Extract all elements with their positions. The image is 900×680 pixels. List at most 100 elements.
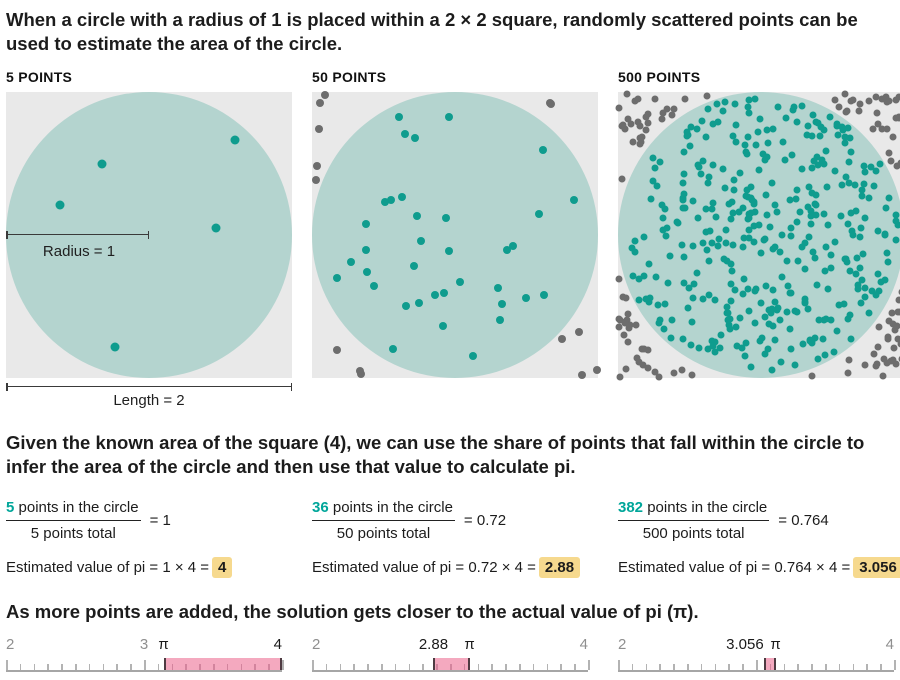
sample-dot — [891, 326, 899, 334]
sample-dot — [716, 344, 724, 352]
sample-dot — [761, 350, 769, 358]
sample-dot — [842, 173, 850, 181]
ratio-value: = 0.764 — [778, 512, 829, 530]
sample-dot — [757, 299, 765, 307]
sample-dot — [896, 308, 900, 316]
sample-dot — [875, 287, 883, 295]
numberline-tick — [130, 664, 132, 671]
sample-dot — [835, 301, 843, 309]
sample-dot — [658, 115, 666, 123]
sample-dot — [811, 334, 819, 342]
numberline-tick — [880, 664, 882, 671]
square-region: Radius = 1 — [6, 92, 292, 379]
sample-dot — [719, 107, 727, 114]
sample-dot — [750, 238, 758, 246]
sample-dot — [827, 316, 835, 324]
intro-text: When a circle with a radius of 1 is plac… — [6, 9, 858, 55]
sample-dot — [745, 96, 753, 104]
sample-dot — [831, 96, 839, 104]
sample-dot — [651, 95, 659, 103]
sample-dot — [803, 131, 811, 139]
sample-dot — [642, 126, 650, 134]
sample-dot — [681, 204, 689, 212]
sample-dot — [777, 358, 785, 366]
sample-dot — [721, 184, 729, 192]
sample-dot — [622, 294, 630, 302]
sample-dot — [841, 133, 849, 141]
sample-dot — [786, 325, 794, 333]
scatter-panel-50: 50 POINTS — [311, 69, 602, 409]
pi-estimate-highlight: 4 — [212, 557, 233, 579]
sample-dot — [634, 118, 642, 126]
fraction: 5 points in the circle 5 points total = … — [6, 499, 294, 542]
sample-dot — [494, 284, 503, 293]
numberline-label: 3 — [139, 636, 149, 654]
radius-label: Radius = 1 — [42, 243, 116, 261]
sample-dot — [754, 128, 762, 136]
numerator-count: 382 — [618, 499, 644, 517]
sample-dot — [808, 189, 816, 197]
numberline-tick — [6, 660, 8, 671]
sample-dot — [874, 120, 882, 128]
sample-dot — [744, 285, 752, 293]
sample-dot — [845, 356, 853, 364]
sample-dot — [761, 235, 769, 243]
pi-estimate-line: Estimated value of pi = 0.764 × 4 = 3.056 — [618, 557, 900, 579]
sample-dot — [631, 248, 639, 256]
sample-dot — [645, 260, 653, 268]
sample-dot — [679, 194, 687, 202]
sample-dot — [873, 109, 881, 117]
sample-dot — [773, 208, 781, 216]
numberline-tick — [116, 664, 118, 671]
sample-dot — [796, 208, 804, 216]
sample-dot — [735, 208, 743, 216]
sample-dot — [645, 298, 653, 306]
sample-dot — [799, 340, 807, 348]
sample-dot — [704, 105, 712, 113]
sample-dot — [546, 100, 555, 109]
sample-dot — [727, 215, 735, 223]
sample-dot — [668, 316, 676, 324]
sample-dot — [731, 286, 739, 294]
sample-dot — [687, 123, 695, 131]
numberline-tick — [546, 664, 549, 671]
sample-dot — [685, 284, 693, 292]
calc-50: 36 points in the circle 50 points total … — [312, 499, 600, 579]
sample-dot — [808, 132, 816, 140]
sample-dot — [856, 233, 864, 241]
sample-dot — [663, 105, 671, 113]
numberline-tick — [144, 660, 146, 671]
sample-dot — [620, 331, 628, 339]
numberline-label: 2.88 — [418, 636, 449, 654]
sample-dot — [807, 220, 815, 228]
panel-title: 500 POINTS — [618, 69, 701, 86]
sample-dot — [860, 162, 868, 170]
sample-dot — [723, 303, 731, 311]
sample-dot — [812, 201, 820, 209]
sample-dot — [763, 126, 771, 134]
sample-dot — [332, 273, 341, 282]
sample-dot — [312, 162, 321, 171]
sample-dot — [776, 248, 784, 256]
sample-dot — [751, 208, 759, 216]
sample-dot — [593, 365, 602, 374]
sample-dot — [736, 314, 744, 322]
sample-dot — [711, 296, 719, 304]
numberline-label: π — [464, 636, 475, 654]
sample-dot — [651, 368, 659, 376]
sample-dot — [522, 293, 531, 302]
sample-dot — [705, 291, 713, 299]
sample-dot — [801, 299, 809, 307]
sample-dot — [774, 304, 782, 312]
sample-dot — [633, 354, 641, 362]
sample-dot — [757, 249, 765, 257]
sample-dot — [750, 200, 758, 208]
sample-dot — [838, 123, 846, 131]
sample-dot — [397, 193, 406, 202]
sample-dot — [664, 279, 672, 287]
sample-dot — [708, 337, 716, 345]
sample-dot — [872, 291, 880, 299]
sample-dot — [615, 323, 623, 331]
fraction-stack: 382 points in the circle 500 points tota… — [618, 499, 770, 542]
